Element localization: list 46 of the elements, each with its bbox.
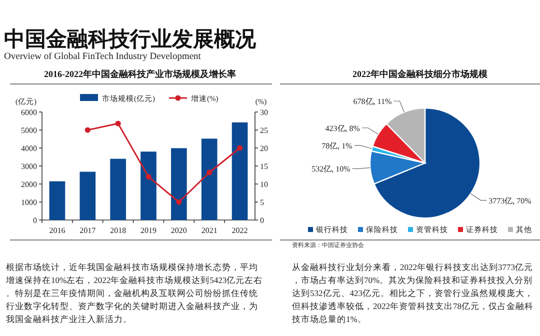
data-label: 3773亿, 70% <box>488 196 532 206</box>
text: 根据市场统计，近年我国金融科技市场规模保持增长态势，平均增速保持在10%左右，2022年金融科技市场规模达到5423亿元左右。特别是在三年疫情期间，金融机构及互联网公司纷纷抓住传统行业数字化转型、资产数字化的关键时期进入金融科技产业，为我国金融科技产业注入新活力。 <box>5 262 263 324</box>
y-tick-label: 0 <box>33 216 37 225</box>
text: Overview of Global FinTech Industry Development <box>4 52 202 62</box>
point <box>176 199 182 205</box>
x-tick-label: 2017 <box>80 226 96 235</box>
point <box>84 127 90 133</box>
x-tick-label: 2020 <box>170 226 187 235</box>
y2-tick-label: 10 <box>260 180 268 189</box>
data-label: 423亿, 8% <box>325 124 360 133</box>
x-tick-label: 2022 <box>232 226 248 235</box>
bar <box>201 138 218 220</box>
y-tick-label: 5000 <box>21 126 37 135</box>
x-tick-label: 2018 <box>110 226 126 235</box>
bar <box>232 122 248 220</box>
bar <box>110 158 126 220</box>
text: 从金融科技行业划分来看，2022年银行科技支出达到3773亿元，市场占有率达到70%。其次为保险科技和证券科技投入分别达到532亿元、423亿元。相比之下，资管行业虽然规模庞大，但科技渗透率较低，2022年资管科技支出78亿元，仅占金融科技市场总量的1%。 <box>291 262 534 324</box>
y2-tick-label: 20 <box>260 144 268 153</box>
chart-title: 2022年中国金融科技细分市场规模 <box>352 69 488 79</box>
data-label: 532亿, 10% <box>312 164 351 174</box>
data-label: 678亿, 11% <box>353 96 392 106</box>
bar <box>171 148 187 220</box>
y-tick-label: 6000 <box>21 108 37 117</box>
text: 中国金融科技行业发展概况 <box>4 27 257 51</box>
y2-tick-label: 5 <box>260 198 264 207</box>
y2-tick-label: 15 <box>260 162 268 171</box>
bar <box>140 152 156 220</box>
x-tick-label: 2016 <box>49 226 66 235</box>
chart-title: 2016-2022年中国金融科技产业市场规模及增长率 <box>44 69 236 79</box>
data-label: 78亿, 1% <box>322 141 353 150</box>
point <box>115 120 121 126</box>
y2-tick-label: 30 <box>260 108 268 117</box>
y-tick-label: 4000 <box>21 144 37 153</box>
x-tick-label: 2019 <box>140 226 156 235</box>
point <box>206 170 212 176</box>
y-tick-label: 2000 <box>21 180 37 189</box>
y2-tick-label: 0 <box>260 216 264 225</box>
x-tick-label: 2021 <box>201 226 218 235</box>
y2-tick-label: 25 <box>260 126 268 135</box>
y-tick-label: 3000 <box>21 162 37 171</box>
point <box>236 145 243 151</box>
y-tick-label: 1000 <box>21 198 37 207</box>
bar <box>49 181 66 220</box>
point <box>146 174 152 180</box>
bar <box>80 172 96 220</box>
pie-slice <box>374 107 481 219</box>
